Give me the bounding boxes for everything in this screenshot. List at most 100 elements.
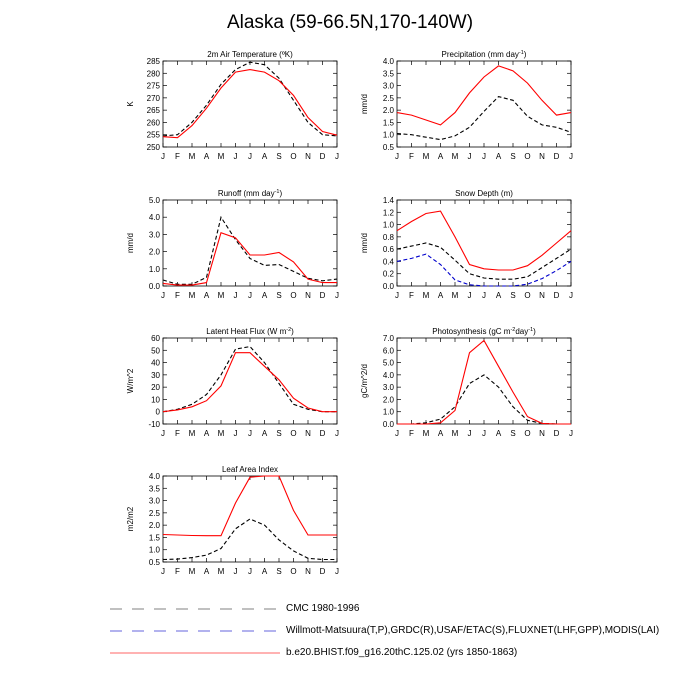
y-tick-label-latent-heat: 10 (151, 395, 160, 404)
legend-swatch-willmott (110, 630, 280, 632)
x-tick-label-leaf-area-index: D (320, 567, 326, 576)
x-tick-label-photosynthesis: O (524, 429, 530, 438)
panel-title-precipitation: Precipitation (mm day-1) (442, 50, 527, 59)
y-tick-label-snow-depth: 0.2 (383, 270, 395, 279)
plot-frame-leaf-area-index (162, 475, 338, 563)
y-tick-label-temperature: 260 (147, 118, 161, 127)
y-tick-label-snow-depth: 0.8 (383, 233, 395, 242)
x-tick-label-leaf-area-index: S (276, 567, 281, 576)
x-tick-label-runoff: O (290, 291, 296, 300)
x-tick-label-precipitation: F (409, 152, 414, 161)
x-tick-label-precipitation: D (554, 152, 560, 161)
panel-title-temperature: 2m Air Temperature (ºK) (207, 50, 293, 59)
plot-frame-runoff (162, 199, 338, 287)
y-tick-label-temperature: 270 (147, 94, 161, 103)
x-tick-label-snow-depth: O (524, 291, 530, 300)
y-tick-label-latent-heat: 0 (156, 408, 161, 417)
x-tick-label-photosynthesis: M (452, 429, 459, 438)
x-tick-label-temperature: A (262, 152, 268, 161)
y-tick-label-photosynthesis: 5.0 (383, 359, 395, 368)
legend-swatch-model (110, 652, 280, 654)
y-tick-label-runoff: 2.0 (149, 248, 161, 257)
x-tick-label-leaf-area-index: J (161, 567, 165, 576)
y-tick-label-leaf-area-index: 1.0 (149, 546, 161, 555)
y-tick-label-leaf-area-index: 1.5 (149, 533, 161, 542)
x-tick-label-precipitation: J (569, 152, 573, 161)
panel-precipitation: 0.51.01.52.02.53.03.54.0J F M A M J J A S O N D JPre… (360, 50, 573, 161)
y-axis-label-latent-heat: W/m^2 (126, 368, 135, 393)
x-tick-label-latent-heat: A (204, 429, 210, 438)
y-tick-label-precipitation: 1.5 (383, 118, 395, 127)
x-tick-label-leaf-area-index: A (262, 567, 268, 576)
y-tick-label-photosynthesis: 1.0 (383, 408, 395, 417)
y-tick-label-precipitation: 4.0 (383, 57, 395, 66)
y-tick-label-photosynthesis: 0.0 (383, 420, 395, 429)
x-tick-label-leaf-area-index: M (218, 567, 225, 576)
x-tick-label-photosynthesis: A (496, 429, 502, 438)
x-tick-label-photosynthesis: A (438, 429, 444, 438)
x-tick-label-leaf-area-index: F (175, 567, 180, 576)
plot-frame-snow-depth (396, 199, 572, 287)
plot-frame-temperature (162, 60, 338, 148)
x-tick-label-runoff: A (262, 291, 268, 300)
x-tick-label-leaf-area-index: J (248, 567, 252, 576)
x-tick-label-photosynthesis: D (554, 429, 560, 438)
panel-title-latent-heat: Latent Heat Flux (W m-2) (206, 327, 294, 336)
y-tick-label-leaf-area-index: 2.5 (149, 509, 161, 518)
x-tick-label-runoff: J (234, 291, 238, 300)
y-tick-label-snow-depth: 0.4 (383, 257, 395, 266)
series-line-cmc-runoff (162, 215, 338, 285)
x-tick-label-temperature: D (320, 152, 326, 161)
x-tick-label-latent-heat: M (218, 429, 225, 438)
x-tick-label-temperature: J (161, 152, 165, 161)
x-tick-label-leaf-area-index: J (234, 567, 238, 576)
series-line-cmc-temperature (162, 61, 338, 137)
x-tick-label-latent-heat: J (161, 429, 165, 438)
series-line-cmc-precipitation (396, 95, 572, 141)
y-tick-label-runoff: 1.0 (149, 265, 161, 274)
x-tick-label-temperature: J (248, 152, 252, 161)
y-tick-label-temperature: 285 (147, 57, 161, 66)
plot-frame-photosynthesis (396, 337, 572, 425)
y-tick-label-runoff: 4.0 (149, 213, 161, 222)
panel-title-leaf-area-index: Leaf Area Index (222, 465, 278, 474)
x-tick-label-temperature: J (234, 152, 238, 161)
x-tick-label-snow-depth: D (554, 291, 560, 300)
x-tick-label-latent-heat: M (189, 429, 196, 438)
y-tick-label-leaf-area-index: 4.0 (149, 472, 161, 481)
y-tick-label-latent-heat: -10 (148, 420, 160, 429)
x-tick-label-snow-depth: A (438, 291, 444, 300)
x-tick-label-photosynthesis: J (395, 429, 399, 438)
series-line-model-latent-heat (162, 352, 337, 413)
y-tick-label-temperature: 280 (147, 69, 161, 78)
x-tick-label-runoff: N (305, 291, 311, 300)
legend-label-model: b.e20.BHIST.f09_g16.20thC.125.02 (yrs 18… (286, 647, 518, 658)
x-tick-label-snow-depth: N (539, 291, 545, 300)
y-tick-label-snow-depth: 0.6 (383, 245, 395, 254)
y-tick-label-precipitation: 1.0 (383, 131, 395, 140)
y-tick-label-precipitation: 2.5 (383, 94, 395, 103)
x-tick-label-latent-heat: A (262, 429, 268, 438)
x-tick-label-photosynthesis: N (539, 429, 545, 438)
series-line-model-snow-depth (396, 210, 572, 271)
y-tick-label-leaf-area-index: 0.5 (149, 558, 161, 567)
x-tick-label-latent-heat: D (320, 429, 326, 438)
x-tick-label-precipitation: N (539, 152, 545, 161)
x-tick-label-photosynthesis: J (482, 429, 486, 438)
panel-snow-depth: 0.00.20.40.60.81.01.21.4J F M A M J J A S O N D JSno… (360, 189, 573, 300)
figure-title: Alaska (59-66.5N,170-140W) (226, 12, 474, 33)
y-tick-label-snow-depth: 1.2 (383, 208, 395, 217)
x-tick-label-runoff: J (161, 291, 165, 300)
x-tick-label-temperature: M (218, 152, 225, 161)
x-tick-label-temperature: N (305, 152, 311, 161)
y-tick-label-photosynthesis: 2.0 (383, 395, 395, 404)
y-tick-label-runoff: 0.0 (149, 282, 161, 291)
x-tick-label-runoff: A (204, 291, 210, 300)
y-tick-label-leaf-area-index: 3.0 (149, 497, 161, 506)
x-tick-label-precipitation: J (395, 152, 399, 161)
y-axis-label-photosynthesis: gC/m^2/d (360, 364, 369, 398)
x-tick-label-leaf-area-index: J (335, 567, 339, 576)
